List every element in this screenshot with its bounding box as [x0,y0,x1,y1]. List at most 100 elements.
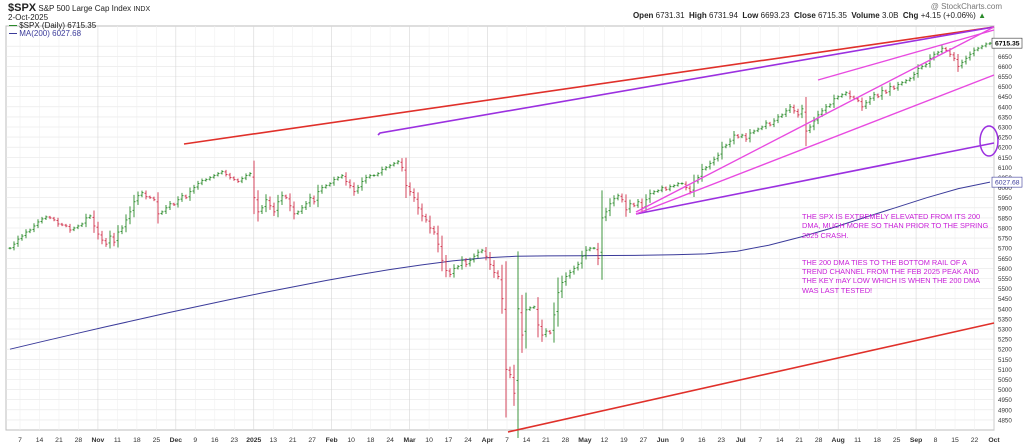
price-bar [292,201,296,220]
exchange: INDX [133,6,151,13]
price-bar [460,256,464,270]
x-tick-label: Jun [657,437,669,444]
low-value: 6693.23 [760,11,790,20]
price-bar [804,97,808,147]
open-label: Open [632,11,654,20]
y-tick-label: 4850 [998,417,1012,424]
legend-price-swatch-icon [9,25,17,27]
price-bar [924,63,928,68]
price-bar [972,47,976,57]
price-bar [772,118,776,128]
price-bar [124,214,128,233]
price-bar [540,319,544,342]
price-bar [56,217,60,227]
price-bar [212,174,216,179]
price-bar [668,184,672,192]
price-bar [780,113,784,118]
x-axis-labels: 7 14 21 28 Nov 11 18 25 Dec 9 16 23 2025 13 21 27 Feb 10 1… [18,437,1000,444]
price-bar [312,195,316,205]
price-bar [788,104,792,113]
price-bar [324,184,328,189]
price-bar [976,46,980,52]
x-tick-label: 10 [425,437,433,444]
x-tick-label: 16 [211,437,219,444]
volume-label: Volume [851,11,880,20]
price-bar [28,228,32,234]
x-tick-label: 11 [854,437,861,444]
x-tick-label: 21 [542,437,550,444]
price-bar [432,225,436,235]
chart-title: $SPX S&P 500 Large Cap Index INDX [8,2,150,14]
price-bar [512,364,516,406]
price-bar [392,161,396,167]
x-tick-label: Mar [404,437,416,444]
price-bar [636,198,640,208]
price-bar [216,172,220,177]
price-bar [260,205,264,214]
price-bar [584,246,588,260]
price-bar [756,127,760,133]
x-tick-label: Dec [170,437,183,444]
y-tick-label: 6250 [998,135,1012,142]
legend-ma-swatch-icon [9,33,17,35]
price-bar [48,215,52,220]
price-bar [340,174,344,179]
x-tick-label: May [578,437,591,444]
price-bar [196,180,200,190]
price-bar [936,50,940,56]
x-tick-label: 25 [893,437,901,444]
price-bar [164,205,168,214]
price-bar [548,329,552,335]
y-tick-label: 6450 [998,94,1012,101]
price-bar [152,196,156,202]
price-bar [612,195,616,207]
price-bar [864,100,868,109]
price-bar [172,202,176,206]
price-bar [676,182,680,187]
y-tick-label: 6550 [998,74,1012,81]
magenta-lower-trendline [635,74,995,215]
price-bar [328,182,332,187]
price-bar [528,306,532,311]
price-bar [920,65,924,70]
price-bar [664,186,668,191]
price-bar [600,190,604,280]
price-bar [388,164,392,169]
price-bar [308,193,312,207]
price-bar [728,138,732,148]
price-bar [412,188,416,202]
legend-price: $SPX (Daily) 6715.35 [9,21,96,30]
price-bar [344,172,348,186]
x-tick-label: 10 [347,437,355,444]
price-bar [904,79,908,84]
price-bar [800,104,804,119]
x-tick-label: 24 [386,437,394,444]
price-bar [660,185,664,193]
y-tick-label: 6350 [998,114,1012,121]
price-bar [452,264,456,278]
price-bar [104,237,108,247]
legend-ma: MA(200) 6027.68 [9,29,81,38]
y-tick-label: 6650 [998,54,1012,61]
x-tick-label: 14 [523,437,531,444]
price-bar [144,190,148,200]
price-bar [396,159,400,165]
price-bar [760,125,764,131]
price-bar [320,184,324,194]
x-tick-label: 18 [367,437,375,444]
y-tick-label: 5950 [998,195,1012,202]
price-bar [88,214,92,219]
magenta-short-trendline [817,29,995,81]
x-tick-label: 28 [75,437,83,444]
price-bar [484,247,488,261]
price-bar [624,194,628,217]
price-bar [628,199,632,214]
price-bar [256,190,260,222]
price-bar [968,51,972,61]
y-tick-label: 6000 [998,185,1012,192]
chg-label: Chg [902,11,919,20]
price-bar [184,194,188,200]
y-tick-label: 5050 [998,377,1012,384]
price-bar [608,198,612,217]
price-bar [488,251,492,270]
